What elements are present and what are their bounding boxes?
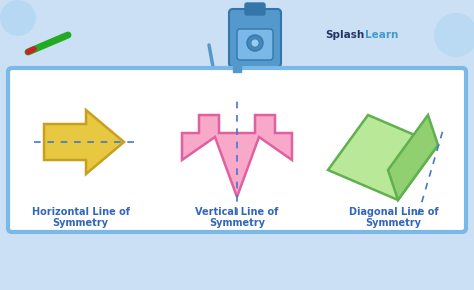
Text: Diagonal Line of
Symmetry: Diagonal Line of Symmetry [348,207,438,228]
Bar [233,62,241,72]
Circle shape [434,13,474,57]
FancyBboxPatch shape [229,9,281,67]
Text: Vertical Line of
Symmetry: Vertical Line of Symmetry [195,207,279,228]
Circle shape [247,35,263,51]
Polygon shape [388,115,438,200]
Text: Splash: Splash [326,30,365,40]
Text: Learn: Learn [365,30,398,40]
Text: Horizontal Line of
Symmetry: Horizontal Line of Symmetry [32,207,129,228]
Polygon shape [328,115,438,200]
FancyBboxPatch shape [245,3,265,15]
Polygon shape [44,110,124,174]
Polygon shape [182,115,292,197]
FancyBboxPatch shape [237,29,273,60]
Circle shape [0,0,36,36]
FancyBboxPatch shape [8,68,466,232]
Circle shape [251,39,259,47]
